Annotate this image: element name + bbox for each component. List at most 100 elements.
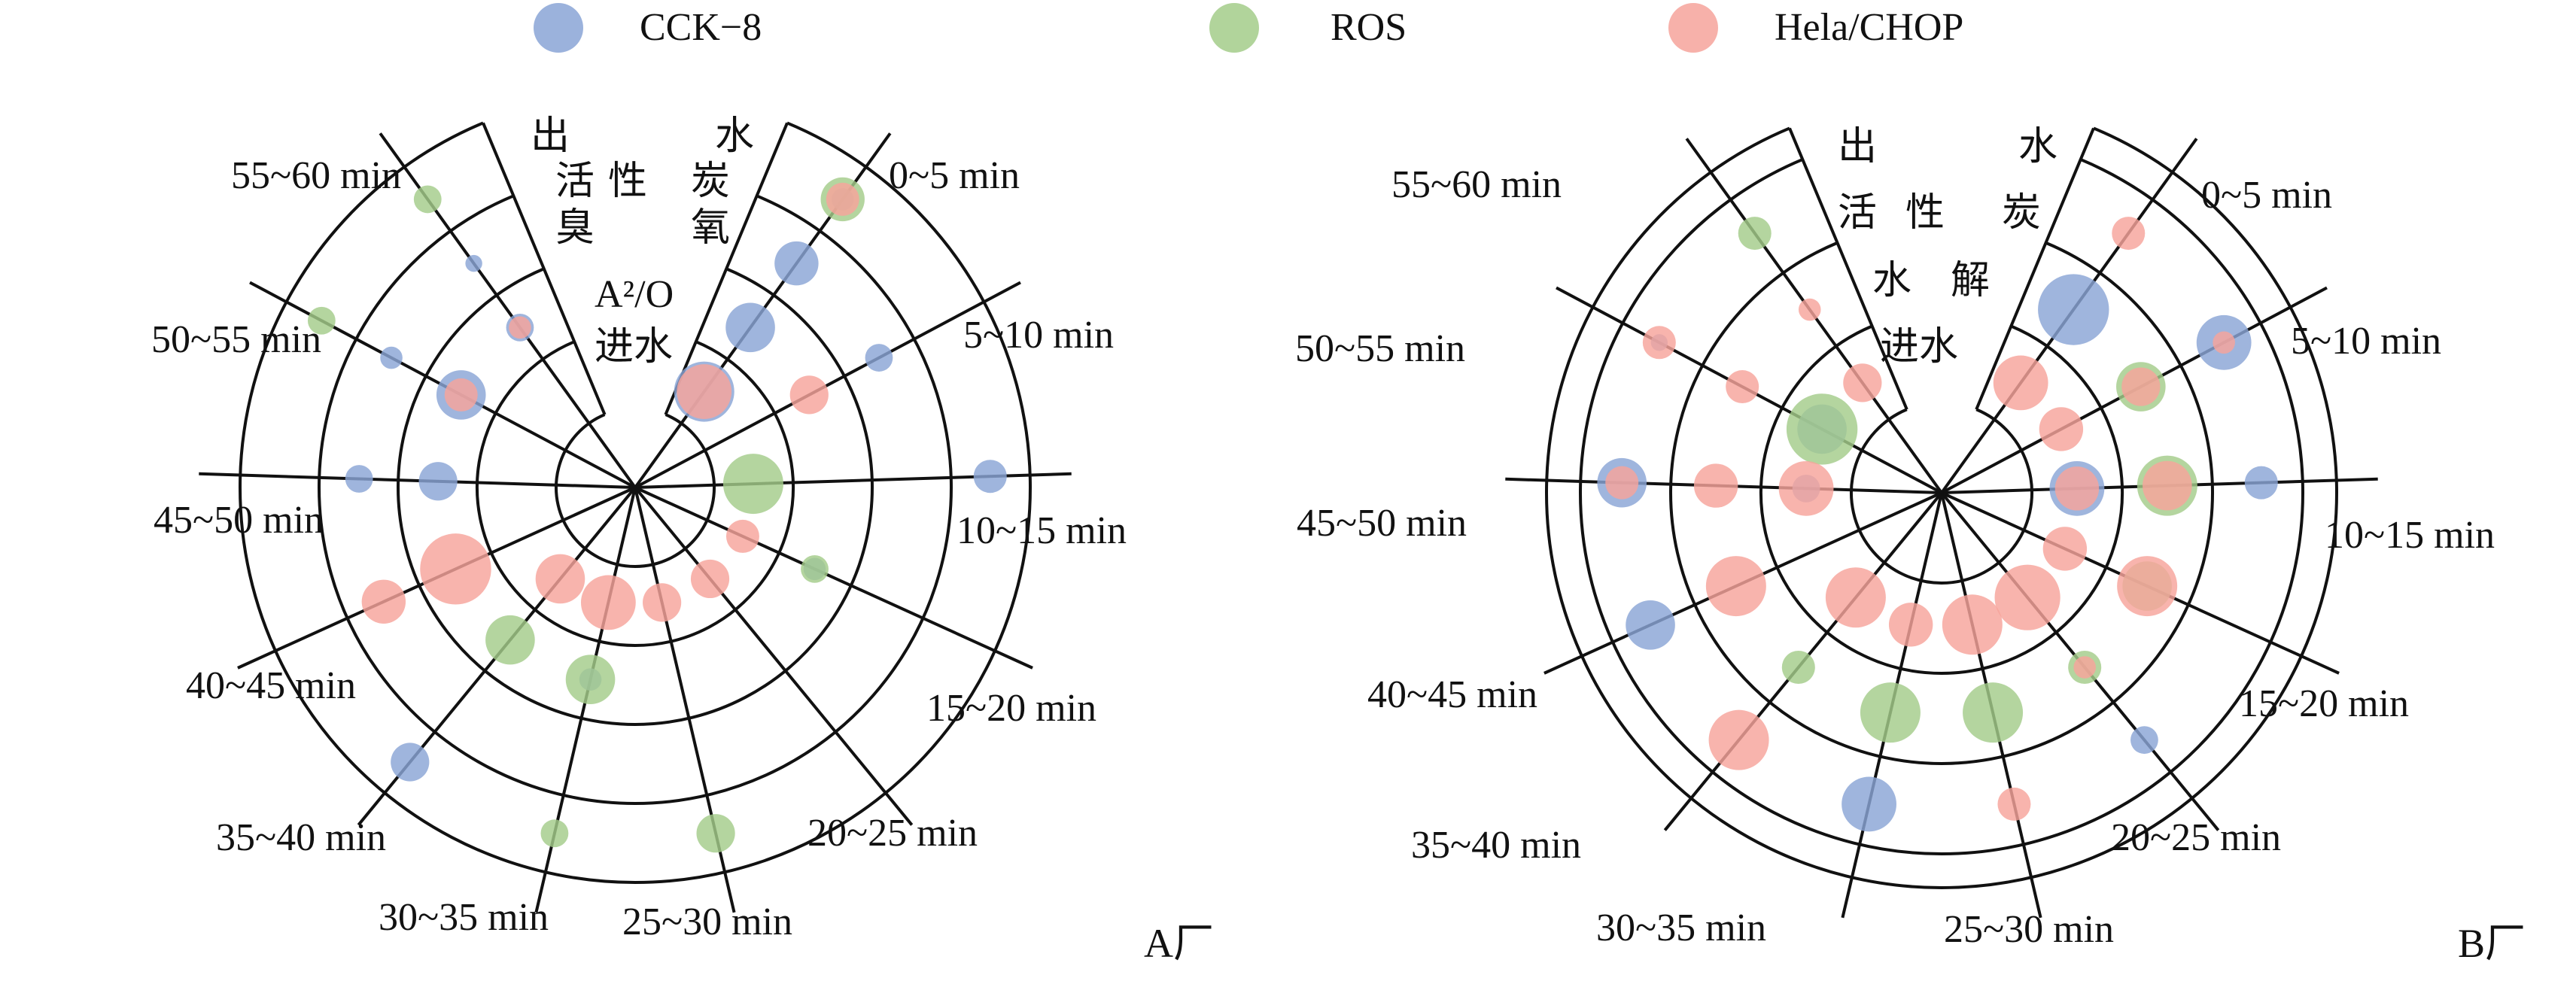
bubble-hela-chop-1 — [2112, 217, 2146, 251]
bubble-hela-chop-1 — [1993, 355, 2048, 411]
stage-label: 性 — [1905, 192, 1945, 235]
bubble-hela-chop-1 — [2121, 367, 2161, 406]
sector-label: 30~35 min — [379, 896, 549, 939]
bubble-ros-1 — [1781, 651, 1815, 685]
bubble-ros-0 — [696, 814, 735, 853]
sector-label: 15~20 min — [2239, 682, 2409, 725]
sector-label: 20~25 min — [807, 812, 978, 855]
ring-0 — [555, 413, 716, 568]
ring-4 — [239, 121, 1032, 885]
bubble-hela-chop-1 — [2042, 527, 2088, 571]
stage-label: 出 — [1838, 126, 1877, 169]
bubble-ros-0 — [540, 819, 569, 848]
bubble-ros-1 — [1738, 217, 1772, 251]
stage-label: 水 — [1872, 260, 1911, 302]
bubble-hela-chop-1 — [1798, 298, 1821, 321]
bubble-hela-chop-0 — [420, 533, 491, 605]
bubble-hela-chop-1 — [1888, 603, 1933, 647]
stage-label: 水 — [2018, 126, 2057, 169]
bubble-hela-chop-0 — [580, 575, 636, 630]
sector-label: 25~30 min — [1944, 908, 2114, 951]
bubble-hela-chop-0 — [535, 554, 585, 604]
stage-label: 活 — [555, 160, 595, 203]
gap-edge-line — [1788, 127, 1908, 411]
gap-edge-line — [482, 122, 607, 415]
bubble-hela-chop-1 — [1825, 567, 1886, 628]
bubble-cck-8-1 — [2130, 726, 2158, 755]
ring-4 — [1545, 126, 2338, 890]
bubble-cck-8-1 — [1626, 600, 1675, 650]
sector-spoke — [199, 472, 636, 489]
bubble-hela-chop-0 — [509, 316, 531, 339]
bubble-hela-chop-1 — [1778, 460, 1834, 516]
bubble-cck-8-0 — [465, 254, 482, 272]
bubble-ros-1 — [1786, 393, 1858, 465]
bubble-cck-8-0 — [391, 743, 430, 782]
bubble-hela-chop-0 — [826, 182, 859, 216]
bubble-cck-8-1 — [1842, 776, 1896, 832]
stage-label: 炭 — [691, 160, 730, 203]
bubble-hela-chop-1 — [1997, 787, 2031, 821]
sector-label: 45~50 min — [154, 499, 324, 542]
bubble-hela-chop-1 — [1642, 326, 1676, 360]
bubble-hela-chop-1 — [1843, 363, 1882, 402]
bubble-ros-1 — [1963, 682, 2024, 743]
bubble-cck-8-0 — [725, 302, 775, 353]
stage-label: 出 — [531, 115, 570, 158]
bubble-ros-0 — [801, 554, 829, 583]
stage-label: 进水 — [1880, 326, 1958, 369]
bubble-hela-chop-0 — [677, 364, 732, 419]
sector-label: 20~25 min — [2111, 816, 2281, 859]
ring-1 — [476, 340, 795, 647]
ring-3 — [1579, 158, 2304, 855]
bubble-hela-chop-1 — [1693, 463, 1738, 508]
sector-label: 40~45 min — [186, 664, 356, 707]
legend: CCK−8 ROS Hela/CHOP — [534, 3, 1963, 53]
sector-label: 35~40 min — [216, 816, 386, 859]
ring-3 — [318, 194, 953, 805]
bubble-cck-8-1 — [2038, 274, 2109, 345]
bubble-hela-chop-1 — [1942, 594, 2003, 655]
sector-spoke — [634, 486, 914, 826]
bubble-hela-chop-1 — [2039, 407, 2084, 451]
gap-edge-line — [664, 122, 789, 415]
bubble-cck-8-0 — [380, 346, 403, 369]
bubble-hela-chop-1 — [1726, 370, 1759, 404]
sector-spoke — [634, 486, 1033, 670]
legend-label-cck8: CCK−8 — [640, 6, 762, 49]
bubble-ros-0 — [413, 185, 442, 214]
sector-label: 35~40 min — [1411, 824, 1581, 867]
bubble-hela-chop-0 — [725, 519, 759, 553]
bubble-ros-1 — [1860, 682, 1921, 743]
gap-edge-line — [1975, 127, 2095, 411]
bubble-hela-chop-1 — [2054, 466, 2100, 511]
bubble-cck-8-0 — [345, 465, 373, 493]
legend-swatch-hela — [1668, 3, 1718, 53]
stage-label: 氧 — [691, 207, 730, 250]
bubble-cck-8-0 — [418, 462, 458, 501]
sector-label: 50~55 min — [1295, 327, 1465, 370]
legend-label-hela: Hela/CHOP — [1775, 6, 1963, 49]
bubble-hela-chop-1 — [1705, 556, 1766, 617]
bubble-cck-8-1 — [2244, 466, 2278, 500]
sector-label: 10~15 min — [2325, 514, 2495, 557]
sector-label: 5~10 min — [963, 314, 1114, 357]
ring-0 — [1850, 408, 2033, 585]
sector-label: 25~30 min — [622, 901, 792, 943]
bubble-hela-chop-0 — [789, 375, 829, 415]
stage-label: 活 — [1838, 192, 1877, 235]
sector-label: 30~35 min — [1596, 907, 1766, 949]
legend-label-ros: ROS — [1331, 6, 1407, 49]
bubble-hela-chop-1 — [1708, 709, 1769, 770]
sector-label: 55~60 min — [231, 154, 401, 197]
panel-label: B厂 — [2458, 921, 2526, 966]
sector-label: 0~5 min — [889, 154, 1020, 197]
panel-a-polar-chart: 出 水活性 炭臭 氧 A²/O 进水 0~5 min 5~10 min 10~15 min 15~… — [151, 115, 1214, 966]
sector-label: 45~50 min — [1297, 502, 1467, 545]
ring-1 — [1759, 324, 2124, 675]
bubble-ros-0 — [307, 306, 336, 335]
bubble-hela-chop-1 — [1994, 564, 2060, 630]
sector-spoke — [634, 281, 1021, 489]
sector-label: 50~55 min — [151, 318, 321, 361]
